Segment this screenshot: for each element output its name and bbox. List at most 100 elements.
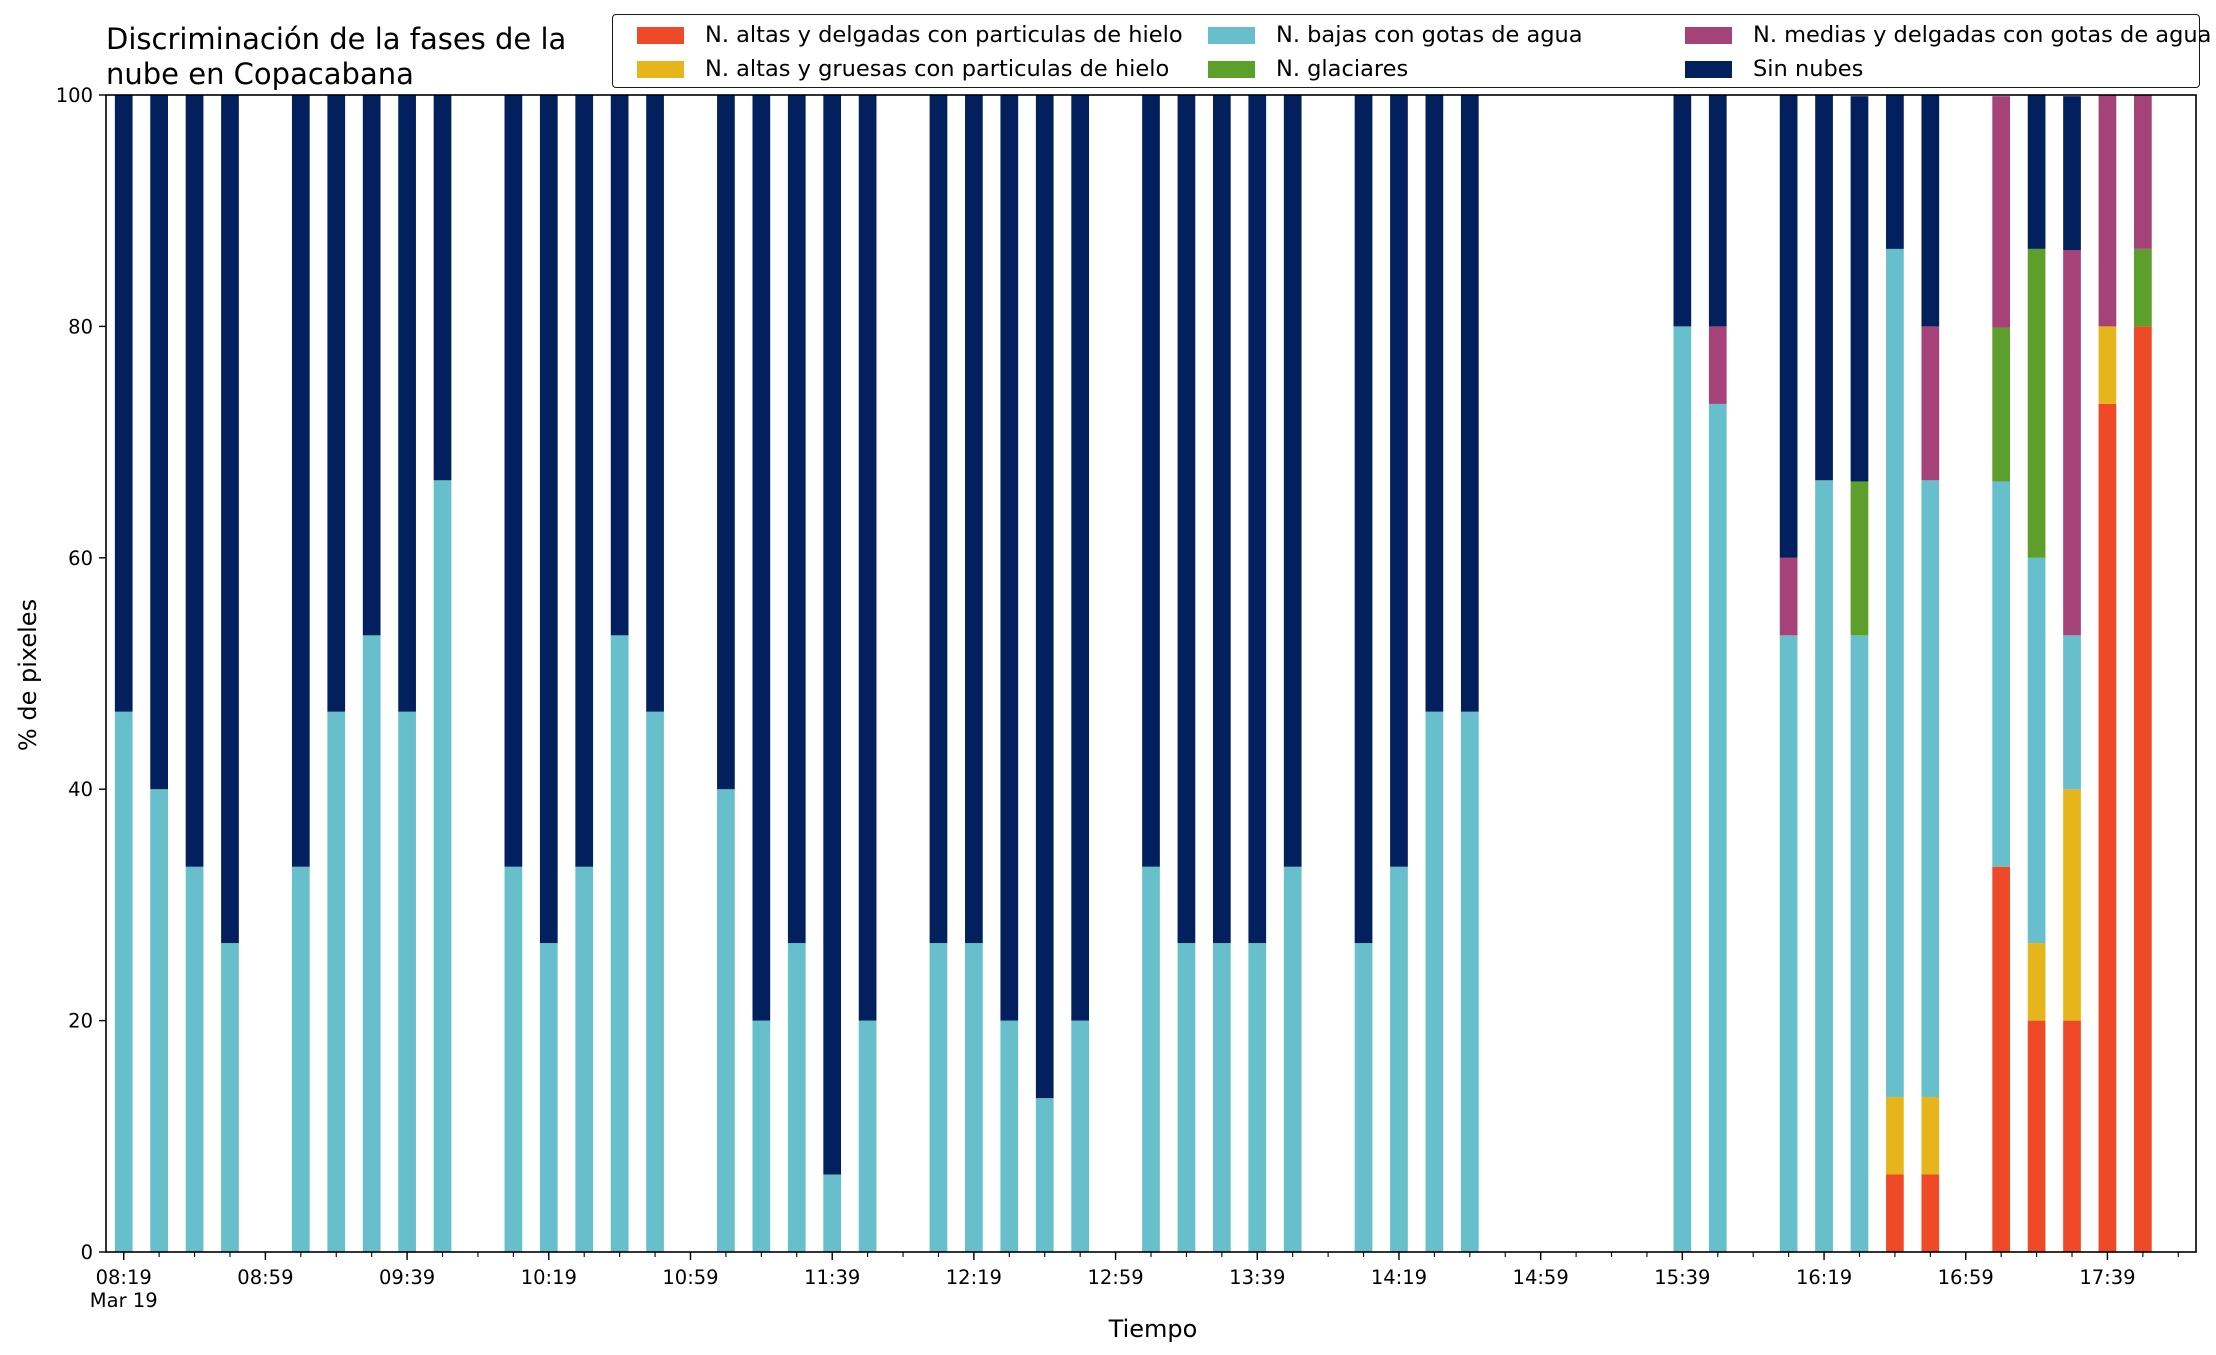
bar-segment (2063, 250, 2081, 636)
bar-segment (1212, 95, 1231, 944)
bar-segment (114, 711, 133, 1252)
legend-label: N. medias y delgadas con gotas de agua (1753, 22, 2212, 48)
bar-segment (1850, 481, 1869, 636)
chart-legend: N. altas y delgadas con particulas de hi… (612, 14, 2211, 88)
bar-segment (2063, 789, 2081, 1021)
bar-segment (291, 866, 310, 1252)
bar-segment (1886, 1096, 1904, 1175)
bar-segment (752, 95, 771, 1021)
bar-segment (787, 943, 806, 1252)
y-tick-label: 0 (81, 1241, 93, 1264)
bar-segment (1673, 95, 1692, 327)
bar-segment (504, 95, 523, 867)
x-tick-label: 08:59 (237, 1266, 293, 1289)
x-tick-label: 12:59 (1087, 1266, 1143, 1289)
bar-segment (575, 95, 594, 867)
x-tick-label: 10:59 (662, 1266, 718, 1289)
legend-label: N. bajas con gotas de agua (1276, 22, 1583, 48)
y-tick-label: 60 (68, 547, 93, 570)
bar-segment (1142, 95, 1160, 867)
y-tick-label: 40 (68, 778, 93, 801)
legend-item: N. medias y delgadas con gotas de agua (1685, 22, 2211, 48)
bar-segment (1071, 1020, 1090, 1252)
bar-segment (2063, 96, 2081, 251)
bar-segment (646, 95, 664, 712)
bar-segment (1921, 1096, 1940, 1175)
bar-segment (1354, 943, 1373, 1252)
bar-segment (2098, 326, 2117, 404)
bar-segment (717, 95, 735, 790)
bar-segment (433, 95, 452, 481)
bar-segment (2027, 1020, 2046, 1252)
bar-segment (1779, 95, 1798, 558)
bar-segment (2027, 95, 2046, 249)
bar-segment (1283, 95, 1302, 867)
bar-segment (1177, 943, 1196, 1252)
bar-segment (1708, 326, 1727, 404)
bar-segment (2063, 1020, 2081, 1252)
x-tick-label: 16:19 (1796, 1266, 1852, 1289)
legend-item: N. altas y gruesas con particulas de hie… (637, 56, 1169, 82)
bars-layer (114, 95, 2152, 1252)
x-axis-label: Tiempo (1108, 1315, 1198, 1343)
bar-segment (327, 95, 346, 712)
bar-segment (291, 95, 310, 867)
legend-label: N. glaciares (1276, 56, 1409, 82)
y-tick-label: 80 (68, 315, 93, 338)
legend-swatch (1208, 60, 1255, 78)
bar-segment (1992, 327, 2011, 482)
bar-segment (539, 943, 558, 1252)
bar-segment (1000, 1020, 1019, 1252)
bar-segment (221, 943, 239, 1252)
bar-segment (504, 866, 523, 1252)
legend-item: N. glaciares (1208, 56, 1408, 82)
bar-segment (2027, 943, 2046, 1021)
bar-segment (1992, 866, 2011, 1252)
bar-segment (1921, 326, 1940, 481)
bar-segment (1142, 866, 1160, 1252)
y-axis-label: % de pixeles (14, 599, 42, 751)
bar-segment (646, 711, 664, 1252)
bar-segment (1673, 326, 1692, 1252)
bar-segment (362, 635, 381, 1252)
bar-segment (1248, 95, 1267, 944)
bar-segment (433, 480, 452, 1252)
bar-segment (2063, 635, 2081, 790)
bar-segment (185, 95, 204, 867)
bar-segment (1886, 1174, 1904, 1252)
bar-segment (362, 95, 381, 636)
bar-segment (1886, 95, 1904, 249)
x-tick-label: 09:39 (379, 1266, 435, 1289)
legend-swatch (637, 26, 684, 44)
bar-segment (2134, 95, 2152, 249)
bar-segment (1708, 403, 1727, 1252)
bar-segment (610, 95, 629, 636)
bar-segment (1708, 95, 1727, 327)
bar-segment (1425, 711, 1444, 1252)
bar-segment (185, 866, 204, 1252)
bar-segment (575, 866, 594, 1252)
bar-segment (823, 1174, 842, 1252)
bar-segment (1779, 635, 1798, 1252)
bar-segment (2098, 95, 2117, 327)
bar-segment (1035, 95, 1054, 1099)
bar-segment (1460, 711, 1479, 1252)
bar-segment (1921, 95, 1940, 327)
bar-segment (150, 789, 168, 1252)
bar-segment (2134, 248, 2152, 327)
bar-segment (1886, 248, 1904, 1097)
bar-segment (1992, 96, 2011, 328)
bar-segment (539, 95, 558, 944)
bar-segment (398, 711, 416, 1252)
x-tick-label: 15:39 (1654, 1266, 1710, 1289)
bar-segment (1390, 95, 1408, 867)
bar-segment (1283, 866, 1302, 1252)
bar-segment (2134, 326, 2152, 1252)
bar-segment (929, 95, 948, 944)
bar-segment (965, 943, 983, 1252)
bar-segment (1921, 1174, 1940, 1252)
bar-segment (1390, 866, 1408, 1252)
bar-segment (2027, 557, 2046, 944)
bar-segment (1425, 95, 1444, 712)
